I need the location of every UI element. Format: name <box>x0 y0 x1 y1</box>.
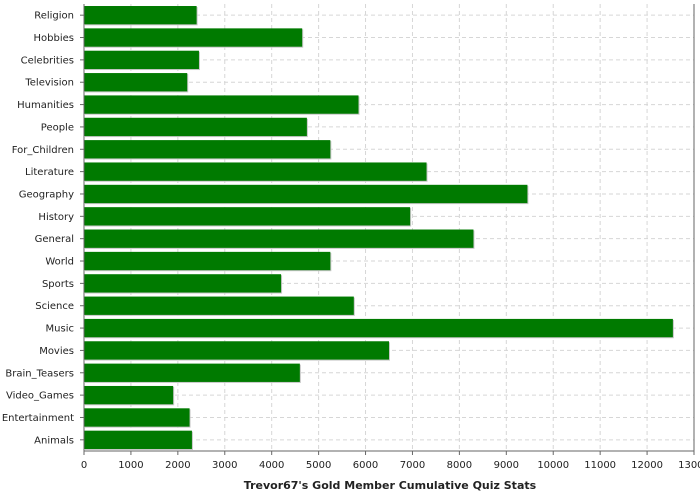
category-label: Science <box>35 301 74 312</box>
category-label: Music <box>46 324 74 335</box>
bar-science <box>84 296 354 315</box>
x-tick-label: 2000 <box>165 460 190 471</box>
bar-religion <box>84 6 197 25</box>
x-tick-labels: 0 1000 2000 3000 4000 5000 6000 7000 8000 9000 100… <box>81 451 700 471</box>
category-label: Entertainment <box>2 413 74 424</box>
bar-for-children <box>84 140 331 159</box>
x-tick-label: 10000 <box>537 460 569 471</box>
category-label: Brain_Teasers <box>5 368 74 379</box>
bar-television <box>84 73 188 92</box>
x-tick-label: 5000 <box>306 460 331 471</box>
category-label: Religion <box>34 11 74 22</box>
bar-literature <box>84 162 427 181</box>
category-label: World <box>45 257 74 268</box>
x-axis-title: Trevor67's Gold Member Cumulative Quiz S… <box>244 479 537 492</box>
bar-animals <box>84 430 192 449</box>
category-label: Animals <box>34 435 74 446</box>
x-tick-label: 4000 <box>259 460 284 471</box>
x-tick-label: 7000 <box>400 460 425 471</box>
bar-history <box>84 207 411 226</box>
x-tick-label: 13000 <box>678 460 700 471</box>
bar-general <box>84 229 474 248</box>
category-label: General <box>35 234 74 245</box>
bar-geography <box>84 184 528 204</box>
bar-music <box>84 318 673 338</box>
bar-celebrities <box>84 50 199 70</box>
bar-humanities <box>84 95 359 114</box>
category-label: Humanities <box>17 100 74 111</box>
category-label: Hobbies <box>34 33 74 44</box>
x-tick-label: 12000 <box>631 460 663 471</box>
category-label: Literature <box>25 167 74 178</box>
category-label: For_Children <box>12 145 74 156</box>
bar-video-games <box>84 385 174 405</box>
category-label: Video_Games <box>6 391 74 402</box>
category-label: Movies <box>39 346 74 357</box>
bar-brain-teasers <box>84 363 300 382</box>
x-tick-label: 6000 <box>353 460 378 471</box>
bar-sports <box>84 274 282 293</box>
x-tick-label: 0 <box>81 460 87 471</box>
category-label: People <box>41 122 74 133</box>
x-tick-label: 9000 <box>494 460 519 471</box>
bar-world <box>84 251 331 271</box>
bars <box>84 6 674 450</box>
category-label: History <box>38 212 74 223</box>
x-tick-label: 3000 <box>212 460 237 471</box>
x-tick-label: 11000 <box>584 460 616 471</box>
x-tick-label: 1000 <box>118 460 143 471</box>
bar-people <box>84 117 307 137</box>
grid-lines <box>84 4 694 451</box>
bar-movies <box>84 341 389 360</box>
x-tick-label: 8000 <box>447 460 472 471</box>
category-label: Television <box>24 78 74 89</box>
axes <box>83 4 695 452</box>
category-label: Celebrities <box>21 55 74 66</box>
bar-entertainment <box>84 408 190 427</box>
bar-hobbies <box>84 28 303 47</box>
category-label: Sports <box>42 279 74 290</box>
category-labels: Religion Hobbies Celebrities Television Huma… <box>2 11 84 446</box>
category-label: Geography <box>19 189 74 200</box>
